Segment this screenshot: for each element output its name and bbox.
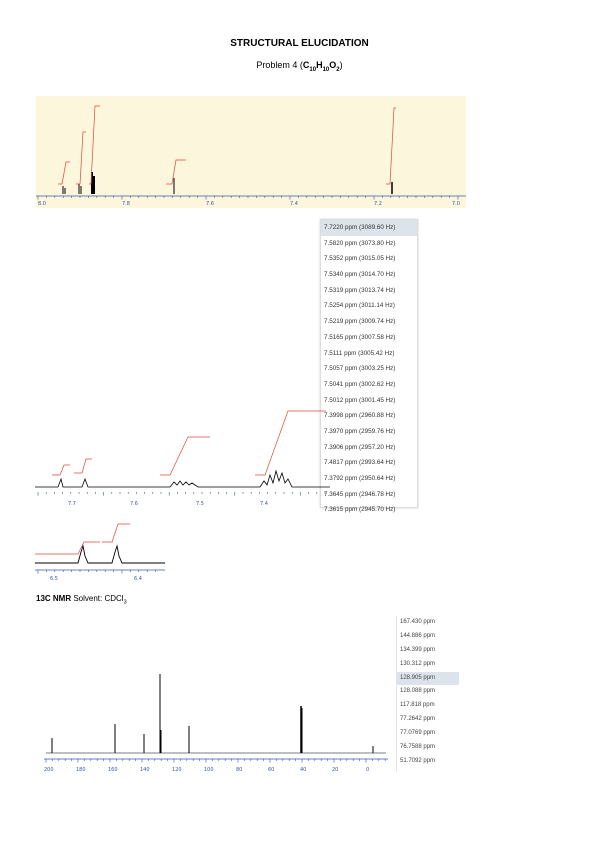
zoom2-axis: 6.5 6.4 <box>35 569 165 582</box>
c13-tick-label: 160 <box>108 767 118 773</box>
c13-heading: 13C NMR Solvent: CDCl3 <box>36 594 127 606</box>
c13-tick-label: 100 <box>204 767 214 773</box>
h1-tick-label: 7.0 <box>452 201 460 207</box>
h1-peak-list[interactable]: 7.7220 ppm (3089.60 Hz) 7.5820 ppm (3073… <box>320 219 418 513</box>
zoom2-tick-label: 6.4 <box>134 576 142 582</box>
zoom2-trace <box>35 544 165 564</box>
peak-list-item[interactable]: 7.4817 ppm (2993.64 Hz) <box>324 459 396 467</box>
zoom2-integrals <box>35 523 130 555</box>
c13-peak-list-item[interactable]: 128.905 ppm <box>397 671 459 686</box>
peak-list-item[interactable]: 7.5352 ppm (3015.05 Hz) <box>324 255 396 263</box>
zoom1-spectrum-trace <box>35 469 330 488</box>
h1-zoom-aromatic: 7.7 7.6 7.5 7.4 <box>35 410 330 507</box>
c13-peak-list-item[interactable]: 76.7588 ppm <box>400 744 436 751</box>
zoom1-integrals <box>52 410 326 476</box>
h1-tick-label: 7.2 <box>374 201 382 207</box>
peak-list-item[interactable]: 7.3615 ppm (2945.70 Hz) <box>324 506 396 514</box>
zoom1-tick-label: 7.6 <box>130 501 138 507</box>
c13-spectrum-plot: 200 180 160 140 120 100 80 60 40 20 0 <box>44 674 388 773</box>
zoom1-tick-label: 7.5 <box>196 501 204 507</box>
c13-peak-list-item[interactable]: 134.399 ppm <box>400 646 436 653</box>
peak-list-item[interactable]: 7.5165 ppm (3007.58 Hz) <box>324 333 396 341</box>
h1-tick-label: 7.4 <box>290 201 298 207</box>
zoom1-integral <box>52 464 70 476</box>
h1-zoom-vinyl: 6.5 6.4 <box>35 523 165 582</box>
zoom2-spectrum-trace <box>35 544 165 564</box>
peak-list-item[interactable]: 7.5111 ppm (3005.42 Hz) <box>324 349 395 357</box>
c13-tick-label: 60 <box>268 767 274 773</box>
zoom1-integral <box>160 436 210 476</box>
peak-list-item[interactable]: 7.5319 ppm (3013.74 Hz) <box>324 286 396 294</box>
zoom2-tick-label: 6.5 <box>50 576 58 582</box>
h1-integral <box>166 159 186 185</box>
h1-integral <box>386 107 396 185</box>
zoom1-integral <box>255 410 326 476</box>
peak-list-item[interactable]: 7.5254 ppm (3011.14 Hz) <box>324 302 395 310</box>
h1-peaks <box>62 172 393 194</box>
problem-heading: Problem 4 (C10H10O2) <box>0 60 599 73</box>
c13-tick-label: 140 <box>140 767 150 773</box>
zoom2-integral <box>102 523 130 543</box>
peak-list-item[interactable]: 7.5057 ppm (3003.25 Hz) <box>324 365 396 373</box>
c13-peaks <box>51 674 374 753</box>
c13-tick-label: 80 <box>236 767 242 773</box>
zoom1-integral <box>74 458 92 474</box>
c13-label-bold: 13C NMR <box>36 594 72 603</box>
zoom1-axis: 7.7 7.6 7.5 7.4 <box>37 492 326 507</box>
zoom1-tick-label: 7.7 <box>68 501 76 507</box>
peak-list-item[interactable]: 7.3906 ppm (2957.20 Hz) <box>324 443 396 451</box>
c13-tick-label: 20 <box>332 767 338 773</box>
c13-tick-label: 40 <box>300 767 306 773</box>
peak-list-item[interactable]: 7.3970 ppm (2959.76 Hz) <box>324 427 396 435</box>
peak-list-item[interactable]: 7.5340 ppm (3014.70 Hz) <box>324 271 396 279</box>
zoom2-integral <box>35 541 100 555</box>
page-title: STRUCTURAL ELUCIDATION <box>230 38 369 49</box>
h1-integral <box>89 105 100 185</box>
c13-peak-list-item[interactable]: 128.088 ppm <box>400 688 436 695</box>
c13-axis: 200 180 160 140 120 100 80 60 40 20 0 <box>44 758 388 773</box>
peak-list-item[interactable]: 7.5219 ppm (3009.74 Hz) <box>324 318 396 326</box>
c13-peak-list-item[interactable]: 77.2642 ppm <box>400 716 436 723</box>
zoom1-trace <box>35 469 330 488</box>
c13-tick-label: 180 <box>76 767 86 773</box>
h1-integral <box>58 161 70 185</box>
c13-peak-list[interactable]: 167.430 ppm 144.886 ppm 134.399 ppm 130.… <box>396 616 459 772</box>
c13-peak-list-item[interactable]: 51.7092 ppm <box>400 757 436 764</box>
h1-tick-label: 7.6 <box>206 201 214 207</box>
h1-spectrum-plot: 8.0 7.8 7.6 7.4 7.2 7.0 <box>36 105 466 207</box>
c13-peak-list-item[interactable]: 77.0769 ppm <box>400 730 436 737</box>
c13-label-rest: Solvent: CDCl <box>71 594 124 603</box>
c13-tick-label: 200 <box>44 767 54 773</box>
c13-peak-list-item[interactable]: 130.312 ppm <box>400 660 436 667</box>
problem-suffix: ) <box>339 60 343 70</box>
peak-list-item[interactable]: 7.5041 ppm (3002.62 Hz) <box>324 380 396 388</box>
h1-integral <box>76 131 86 185</box>
peak-list-item[interactable]: 7.3998 ppm (2960.88 Hz) <box>324 412 396 420</box>
c13-peak-list-item[interactable]: 167.430 ppm <box>400 619 436 625</box>
c13-peak-list-item[interactable]: 117.818 ppm <box>400 702 435 709</box>
c13-label-sub: 3 <box>123 599 127 606</box>
molecular-formula: C10H10O2 <box>302 60 340 73</box>
zoom1-tick-label: 7.4 <box>260 501 268 507</box>
h1-tick-label: 8.0 <box>38 201 46 207</box>
peak-list-item[interactable]: 7.3792 ppm (2950.64 Hz) <box>324 475 396 482</box>
problem-prefix: Problem 4 ( <box>256 60 303 70</box>
h1-tick-label: 7.8 <box>122 201 130 207</box>
h1-axis: 8.0 7.8 7.6 7.4 7.2 7.0 <box>36 195 466 207</box>
peak-list-item[interactable]: 7.7220 ppm (3089.60 Hz) <box>321 220 417 236</box>
c13-tick-label: 120 <box>172 767 182 773</box>
h1-spectrum-panel: 8.0 7.8 7.6 7.4 7.2 7.0 <box>36 96 466 208</box>
peak-list-item[interactable]: 7.5820 ppm (3073.80 Hz) <box>324 239 396 247</box>
peak-list-item[interactable]: 7.3645 ppm (2946.78 Hz) <box>324 490 396 498</box>
h1-integrals <box>58 105 396 185</box>
peak-list-item[interactable]: 7.5012 ppm (3001.45 Hz) <box>324 396 396 404</box>
c13-peak-list-item[interactable]: 144.886 ppm <box>400 632 436 639</box>
c13-tick-label: 0 <box>366 767 369 773</box>
